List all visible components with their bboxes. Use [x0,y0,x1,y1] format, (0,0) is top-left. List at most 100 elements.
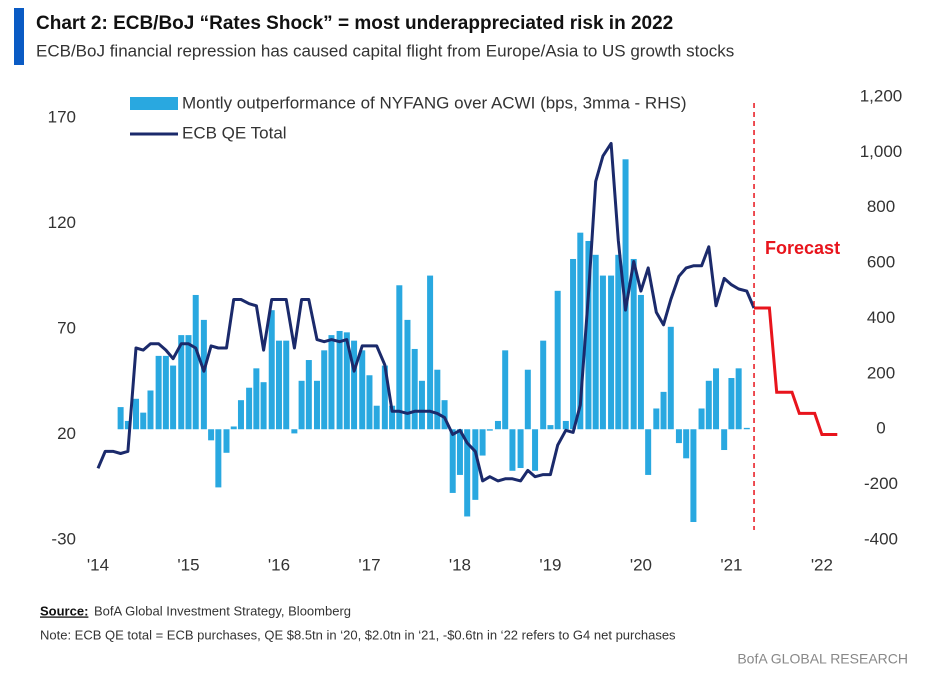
bar [486,429,493,431]
bar [305,360,312,430]
legend-label: ECB QE Total [182,123,287,142]
bar [472,429,479,500]
bar [178,335,185,430]
bar [185,335,192,430]
y2-tick-label: 1,200 [860,86,903,105]
bar [683,429,690,459]
x-tick-label: '21 [720,555,742,574]
x-tick-label: '15 [177,555,199,574]
bar [237,400,244,430]
legend-swatch [130,97,178,110]
bar [577,232,584,430]
bar [608,275,615,430]
chart-title: Chart 2: ECB/BoJ “Rates Shock” = most un… [36,13,673,34]
bar [494,420,501,430]
bar [637,294,644,430]
bar [562,420,569,430]
bar [615,254,622,430]
bar [570,258,577,430]
bar [456,429,463,475]
bar [140,412,147,430]
bar [547,425,554,430]
bar [721,429,728,451]
bar [743,427,750,430]
bar [675,429,682,444]
bar [336,330,343,430]
bar [653,408,660,430]
bar [411,348,418,430]
bar [200,319,207,430]
bar [117,407,124,430]
bar [434,369,441,430]
bar [502,350,509,430]
source-label: Source: [40,603,88,618]
bar [223,429,230,453]
bar [291,429,298,434]
bar [585,240,592,430]
bar [517,429,524,469]
bar [381,365,388,430]
bar [728,378,735,430]
bar [592,254,599,430]
bar [230,426,237,430]
bar [283,340,290,430]
bar [321,350,328,430]
y2-tick-label: 400 [867,308,895,327]
bar [554,290,561,430]
bar [155,355,162,430]
title-accent [14,8,24,65]
y2-tick-label: -200 [864,474,898,493]
bar [427,275,434,430]
bar [464,429,471,517]
y-tick-label: 170 [48,108,76,127]
y2-tick-label: 1,000 [860,142,903,161]
bar [524,369,531,430]
x-tick-label: '16 [268,555,290,574]
bar [509,429,516,471]
bar [373,405,380,430]
bar [192,294,199,430]
y2-tick-label: 600 [867,253,895,272]
bar [208,429,215,441]
bar [690,429,697,523]
bar [147,390,154,430]
bar [133,398,140,430]
note: Note: ECB QE total = ECB purchases, QE $… [40,627,676,642]
x-tick-label: '19 [539,555,561,574]
bar [313,380,320,430]
y2-tick-label: -400 [864,529,898,548]
bar [275,340,282,430]
bar [404,319,411,430]
x-tick-label: '20 [630,555,652,574]
bar [418,380,425,430]
x-tick-label: '17 [358,555,380,574]
bar [298,380,305,430]
bar [359,350,366,430]
bar [713,368,720,430]
bar [124,420,131,430]
bar [532,429,539,471]
bar [328,335,335,430]
brand: BofA GLOBAL RESEARCH [737,651,908,667]
annotation: Forecast [765,238,840,258]
bar [389,405,396,430]
bar [660,391,667,430]
x-tick-label: '22 [811,555,833,574]
bar [162,355,169,430]
y2-tick-label: 800 [867,197,895,216]
bar [449,429,456,493]
bar [667,326,674,430]
bar [170,365,177,430]
x-tick-label: '18 [449,555,471,574]
bar [246,387,253,430]
bar [622,159,629,430]
bar [253,368,260,430]
bar [540,340,547,430]
bar [215,429,222,488]
bar [343,332,350,430]
bar [698,408,705,430]
bar [479,429,486,456]
bar [260,382,267,430]
